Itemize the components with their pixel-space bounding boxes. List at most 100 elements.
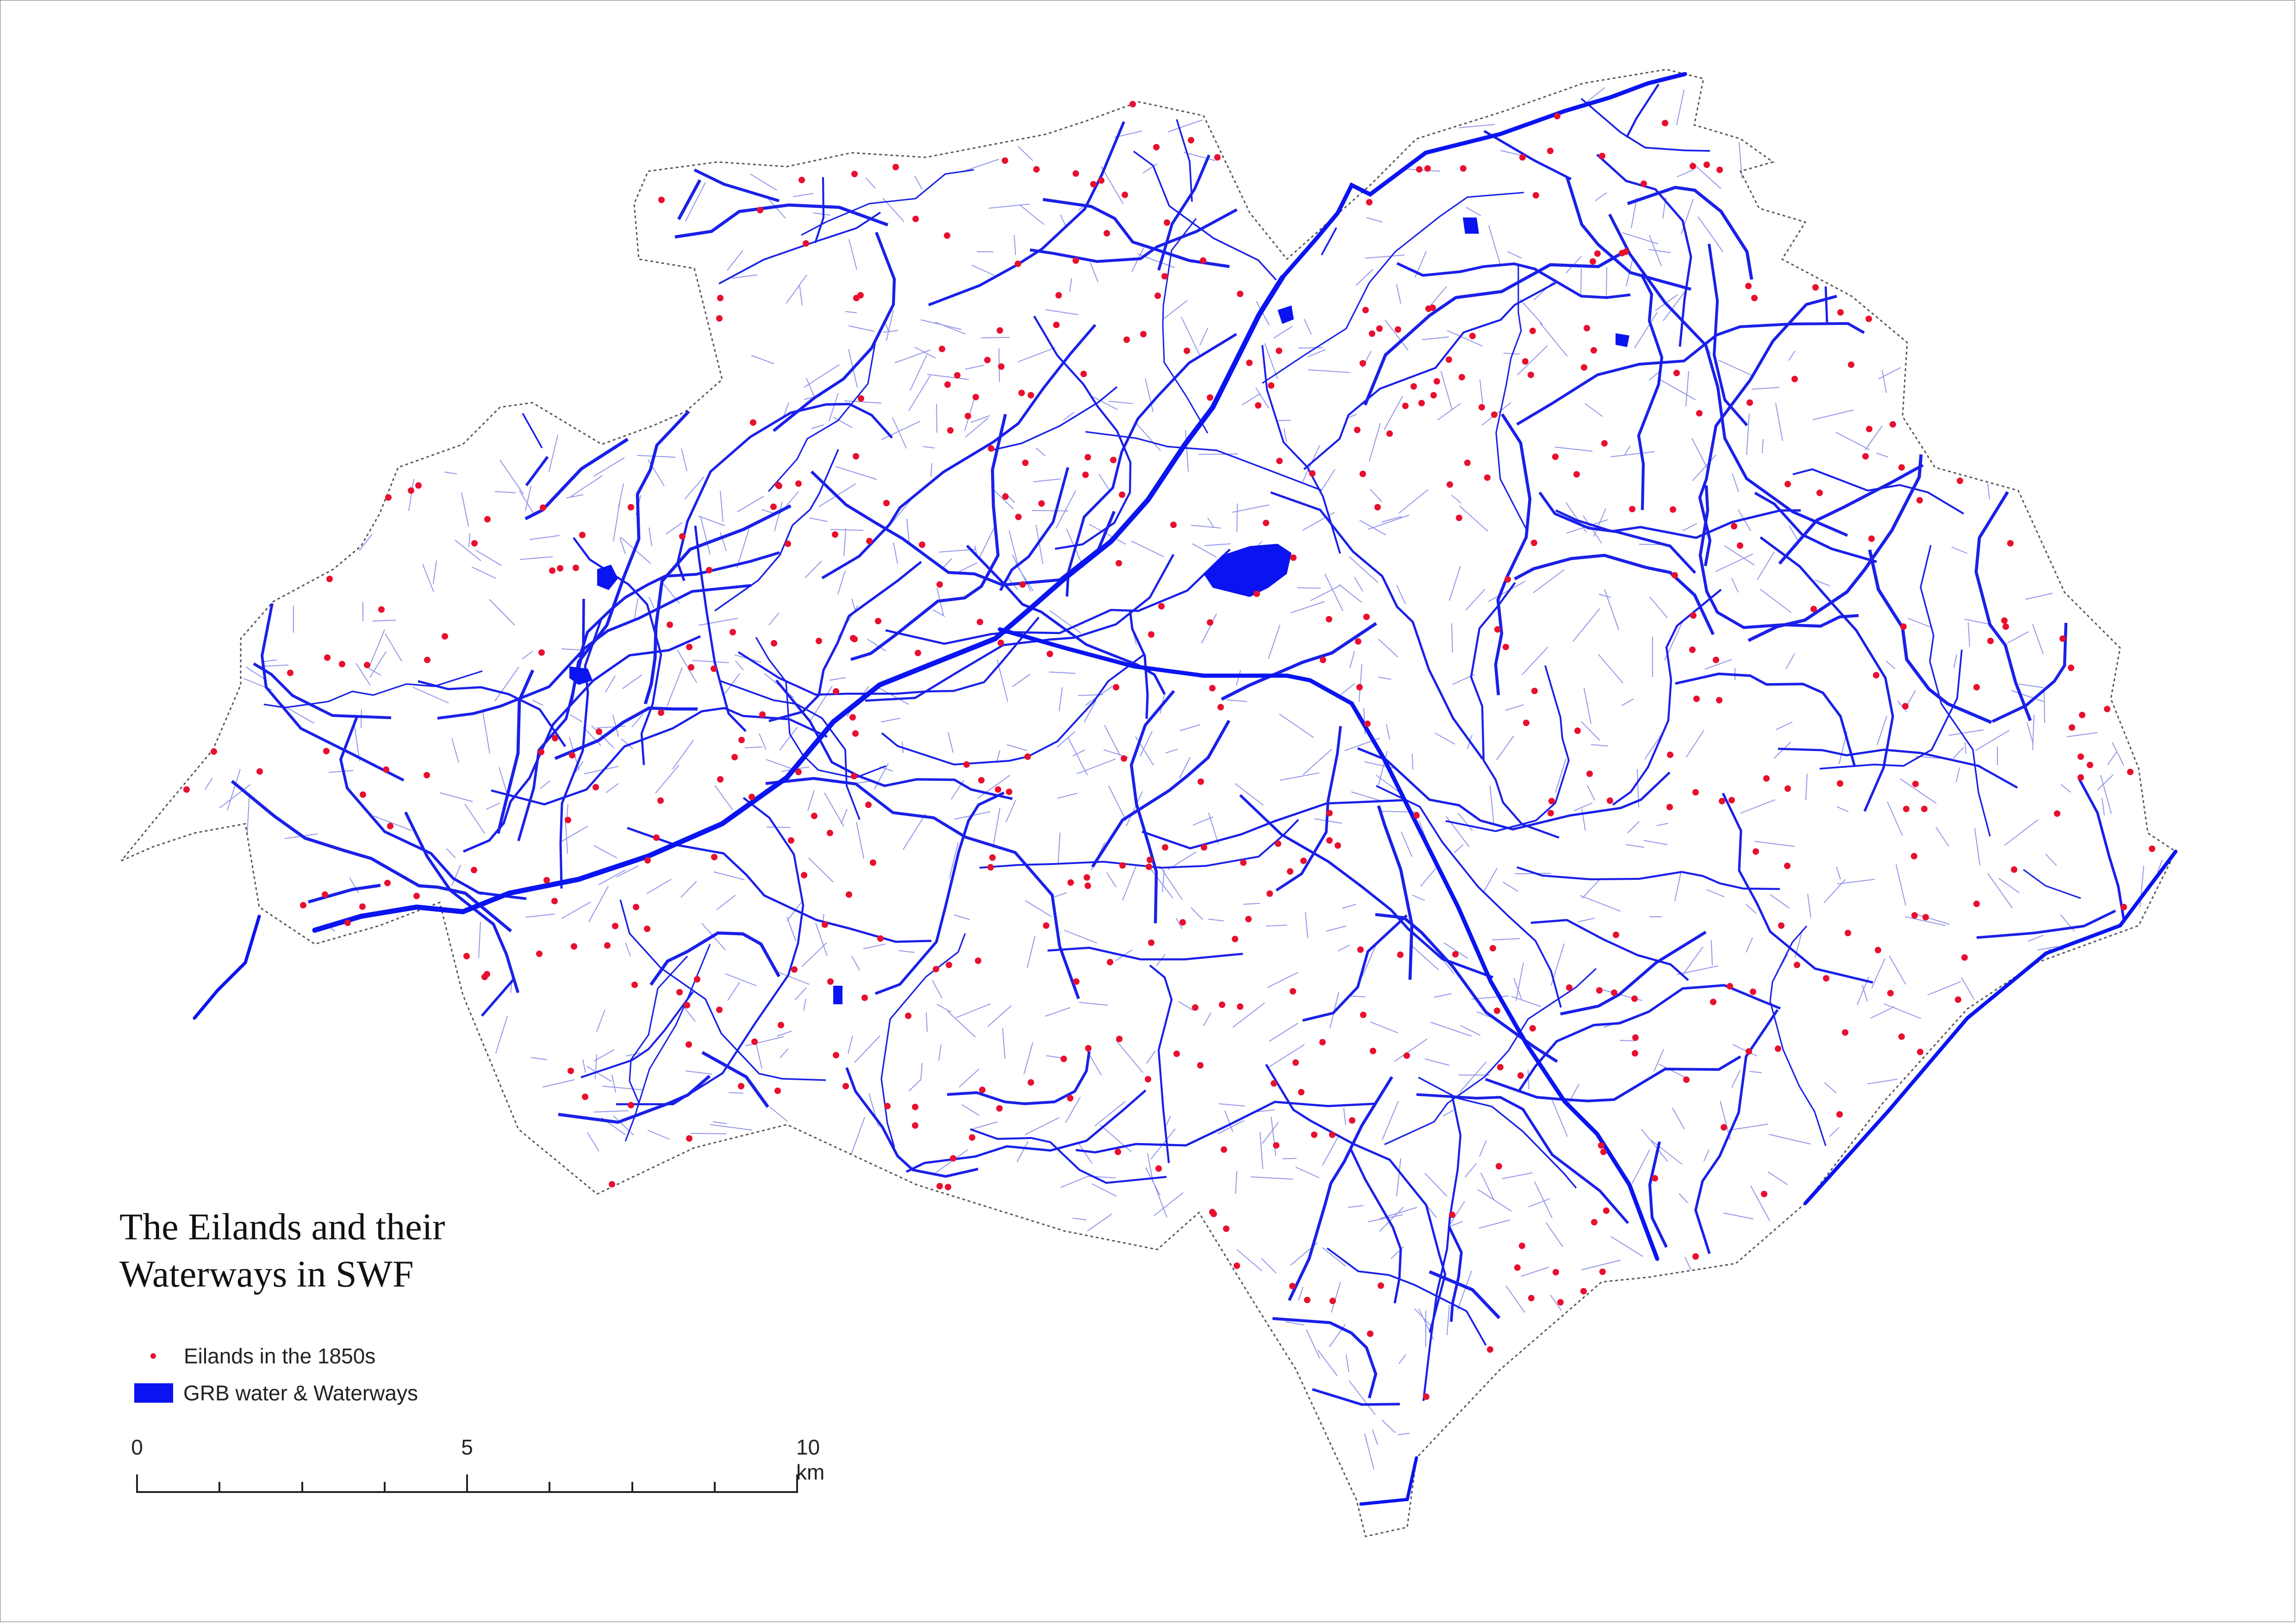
drainage-line: [1697, 216, 1723, 252]
eiland-dot: [969, 1134, 975, 1141]
drainage-line: [961, 1104, 980, 1116]
eiland-dot: [1973, 684, 1980, 690]
eiland-dot: [1599, 1269, 1606, 1275]
drainage-line: [1136, 423, 1161, 451]
drainage-line: [468, 533, 470, 547]
eiland-dot: [711, 854, 718, 860]
eiland-dot: [557, 565, 563, 572]
eiland-dot: [1594, 250, 1601, 257]
drainage-line: [595, 1054, 597, 1079]
drainage-line: [881, 421, 921, 440]
drainage-line: [2060, 784, 2071, 793]
eiland-dot: [1416, 166, 1423, 173]
drainage-line: [1404, 168, 1441, 172]
drainage-line: [1533, 569, 1565, 593]
eiland-dot: [1080, 371, 1087, 377]
eiland-dot: [1598, 1142, 1604, 1149]
stream: [1075, 1101, 1375, 1154]
eiland-dot: [1497, 1064, 1504, 1070]
drainage-line: [835, 466, 877, 480]
eiland-dot: [759, 711, 766, 718]
drainage-line: [1192, 543, 1217, 558]
stream: [1747, 454, 1923, 642]
drainage-line: [1069, 278, 1072, 292]
eiland-dots: [183, 101, 2155, 1400]
eiland-dot: [1875, 947, 1881, 953]
drainage-line: [1648, 371, 1660, 381]
drainage-line: [525, 485, 531, 511]
eiland-dot: [1459, 374, 1465, 380]
drainage-line: [1552, 1100, 1568, 1137]
drainage-line: [1145, 1167, 1160, 1196]
eiland-dot: [1753, 848, 1759, 855]
eiland-dot: [1557, 1299, 1564, 1306]
drainage-line: [349, 877, 359, 894]
drainage-line: [1072, 1218, 1087, 1220]
drainage-line: [1271, 1116, 1276, 1156]
drainage-line: [1394, 1038, 1428, 1062]
stream: [1445, 665, 1570, 832]
drainage-line: [1682, 946, 1703, 976]
drainage-line: [1479, 379, 1483, 404]
drainage-line: [2028, 935, 2044, 942]
drainage-line: [1058, 832, 1061, 864]
drainage-line: [1351, 791, 1382, 802]
drainage-line: [920, 1063, 923, 1081]
drainage-line: [2032, 715, 2034, 751]
drainage-line: [647, 1130, 670, 1140]
eiland-dot: [1973, 901, 1980, 907]
drainage-line: [1692, 454, 1716, 481]
drainage-line: [593, 457, 625, 477]
eiland-dot: [749, 794, 755, 800]
drainage-line: [612, 714, 619, 737]
eiland-dot: [1289, 1283, 1296, 1289]
drainage-line: [769, 1107, 788, 1122]
drainage-line: [779, 727, 798, 751]
legend-row-eilands: Eilands in the 1850s: [134, 1337, 418, 1374]
eiland-dot: [676, 989, 683, 995]
drainage-line: [1762, 439, 1764, 454]
drainage-line: [699, 618, 738, 626]
eiland-dot: [905, 1013, 911, 1019]
drainage-line: [1326, 926, 1347, 932]
drainage-line: [2102, 797, 2105, 816]
drainage-line: [1598, 654, 1623, 684]
eiland-dot: [858, 395, 864, 402]
eiland-dot: [573, 565, 579, 571]
drainage-line: [277, 702, 315, 724]
drainage-line: [227, 769, 241, 811]
drainage-line: [1322, 1135, 1339, 1166]
eiland-dot: [1479, 404, 1485, 410]
drainage-line: [2112, 742, 2124, 766]
eiland-dot: [326, 576, 333, 582]
eiland-dot: [1955, 996, 1961, 1003]
pond-west-2: [569, 666, 593, 685]
stream: [231, 780, 512, 933]
drainage-line: [2032, 624, 2044, 654]
drainage-line: [1814, 579, 1830, 586]
eiland-dot: [565, 817, 571, 823]
eiland-dot: [1366, 199, 1373, 205]
stream: [1698, 485, 1859, 629]
drainage-line: [247, 793, 250, 834]
stream: [765, 777, 1080, 1000]
eiland-dot: [1514, 1264, 1521, 1271]
stream: [1769, 925, 1827, 1146]
drainage-line: [1746, 904, 1757, 914]
drainage-line: [586, 1066, 612, 1082]
drainage-line: [935, 1149, 968, 1174]
drainage-line: [584, 766, 619, 774]
eiland-dot: [1237, 1003, 1243, 1010]
drainage-line: [1448, 1201, 1465, 1226]
drainage-line: [519, 556, 553, 560]
drainage-line: [1746, 937, 1753, 953]
eiland-dot: [287, 670, 293, 676]
drainage-line: [1191, 907, 1203, 920]
drainage-line: [611, 1074, 616, 1093]
drainage-line: [494, 491, 516, 493]
eiland-dot: [1154, 292, 1161, 299]
drainage-line: [439, 792, 473, 802]
eiland-dot: [975, 958, 981, 964]
eiland-dot: [1423, 1393, 1429, 1400]
